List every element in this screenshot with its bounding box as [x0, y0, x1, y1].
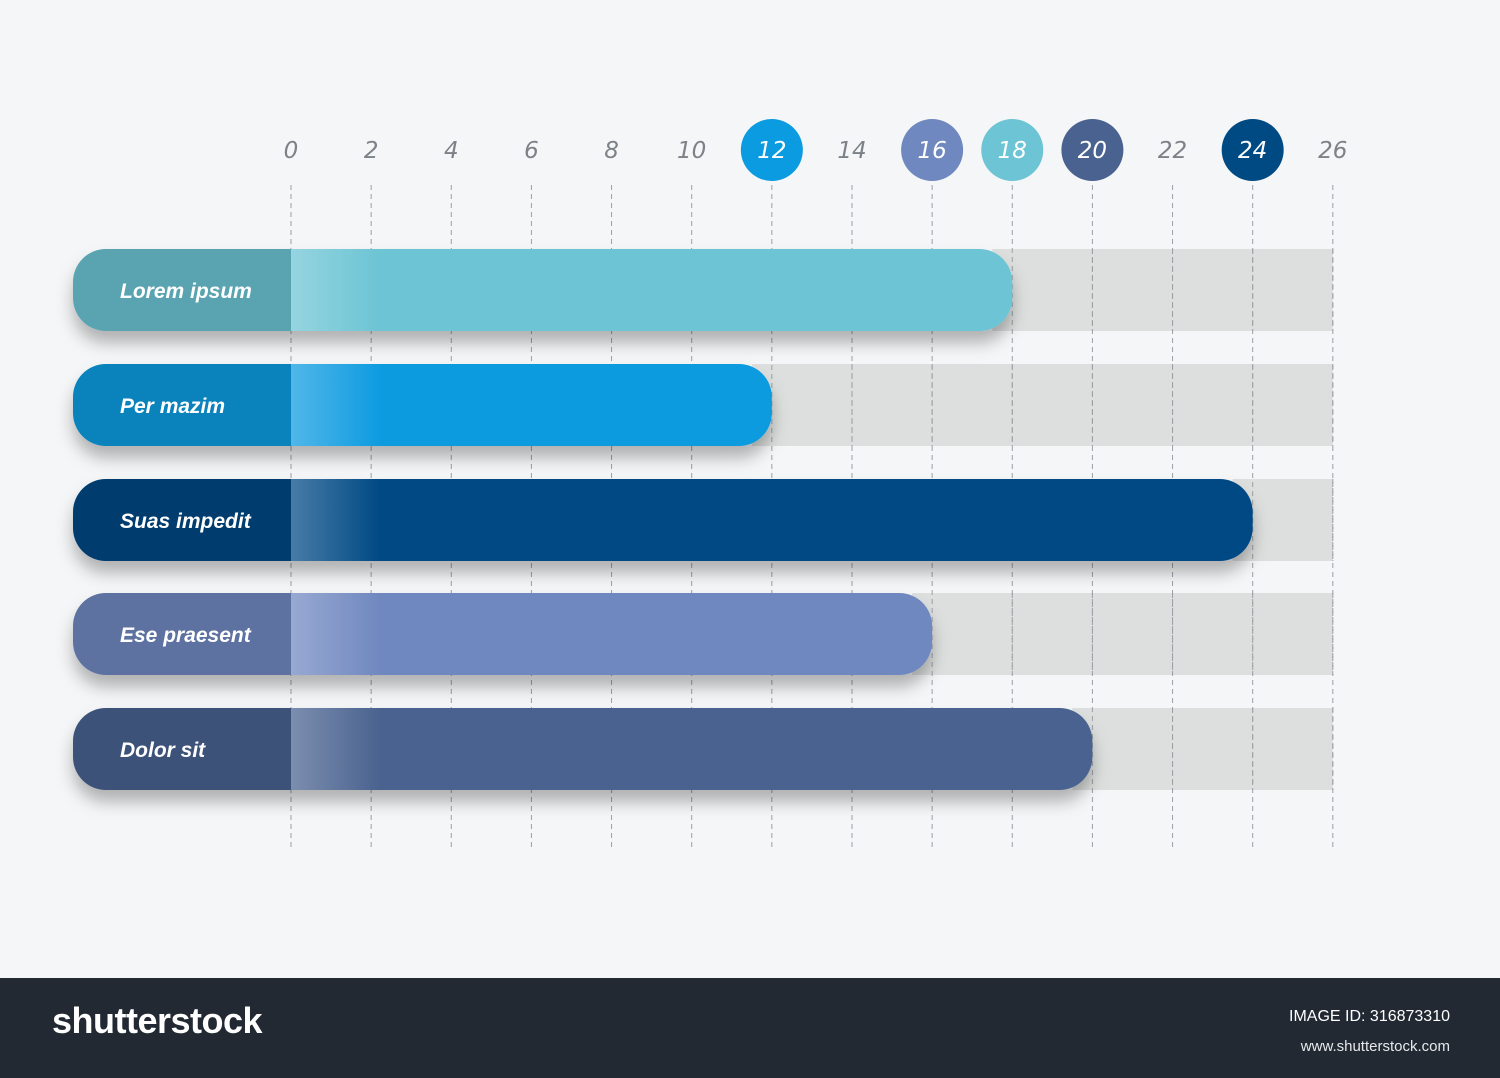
tick-highlight-circle	[740, 119, 803, 181]
x-tick-label: 12	[757, 138, 786, 164]
bar-chart: 0 2 4 6 8 10 12 14 16 18 20 22 24 26 Lorem ipsum Per ma…	[73, 119, 1347, 848]
bar-fade	[291, 479, 381, 561]
bar	[73, 593, 933, 675]
footer-bar: shutterstock IMAGE ID: 316873310 www.shu…	[0, 978, 1500, 1078]
bar-track	[751, 364, 1333, 446]
bar-category-label: Per mazim	[120, 395, 225, 418]
x-tick-label: 10	[677, 138, 706, 164]
bar-category-label: Lorem ipsum	[120, 280, 252, 303]
bar-label-segment	[73, 708, 291, 790]
bar-label-segment	[73, 249, 291, 331]
bar-label-segment	[73, 479, 291, 561]
tick-highlight-circle	[901, 119, 964, 181]
brand-logo[interactable]: shutterstock	[52, 1000, 263, 1041]
bar-label-segment	[73, 593, 291, 675]
bar	[73, 364, 772, 446]
bar-category-label: Dolor sit	[120, 739, 206, 762]
bar-fade	[291, 364, 381, 446]
image-id-text: IMAGE ID: 316873310	[1289, 1008, 1450, 1025]
bar-fade	[291, 708, 381, 790]
tick-highlight-circle	[981, 119, 1044, 181]
x-tick-label: 6	[524, 138, 539, 164]
bar-track	[992, 249, 1333, 331]
bar-category-label: Ese praesent	[120, 624, 252, 647]
x-tick-label: 22	[1158, 138, 1187, 164]
x-tick-label: 14	[837, 138, 866, 164]
x-tick-label: 20	[1078, 138, 1107, 164]
x-tick-label: 2	[364, 138, 379, 164]
x-tick-label: 18	[998, 138, 1027, 164]
x-tick-label: 26	[1318, 138, 1347, 164]
x-tick-label: 4	[444, 138, 459, 164]
bar-fade	[291, 593, 381, 675]
bar-track	[1072, 708, 1333, 790]
bar-label-segment	[73, 364, 291, 446]
site-url[interactable]: www.shutterstock.com	[1300, 1038, 1450, 1055]
tick-highlight-circle	[1061, 119, 1124, 181]
x-tick-label: 24	[1238, 138, 1267, 164]
x-tick-label: 0	[284, 138, 299, 164]
bar-category-label: Suas impedit	[120, 510, 252, 533]
x-tick-label: 16	[917, 138, 946, 164]
tick-highlight-circle	[1221, 119, 1284, 181]
bar-track	[912, 593, 1333, 675]
x-tick-label: 8	[604, 138, 619, 164]
bar-fade	[291, 249, 381, 331]
